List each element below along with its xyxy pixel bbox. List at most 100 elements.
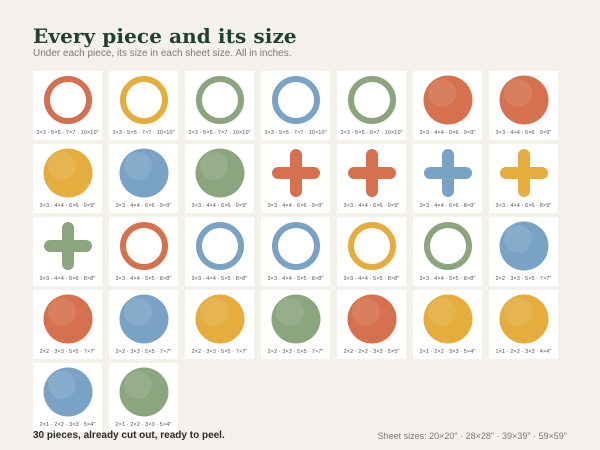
piece-card: 2×1 · 2×2 · 3×3 · 5×4" (413, 290, 482, 359)
piece-size-caption: 2×1 · 2×2 · 3×3 · 5×4" (39, 422, 96, 428)
piece-size-caption: 3×3 · 4×4 · 5×5 · 8×8" (191, 276, 248, 282)
yellow-ring-icon (347, 222, 396, 270)
piece-card: 3×3 · 4×4 · 6×6 · 9×9" (109, 144, 178, 213)
blue-ring-icon (271, 222, 320, 270)
piece-card: 2×2 · 3×3 · 5×5 · 7×7" (33, 290, 102, 359)
green-circle-icon (195, 148, 244, 198)
piece-card: 3×3 · 4×4 · 6×6 · 8×8" (33, 217, 102, 286)
footer-sheet-sizes: Sheet sizes: 20×20" · 28×28" · 39×39" · … (377, 431, 567, 441)
piece-card: 2×2 · 3×3 · 5×5 · 7×7" (489, 217, 558, 286)
yellow-circle-icon (499, 294, 548, 344)
circle-shape (33, 144, 102, 202)
ring-shape (185, 71, 254, 129)
red-plus-icon (347, 149, 396, 197)
circle-shape (109, 144, 178, 202)
ring-shape (185, 217, 254, 275)
piece-card: 3×3 · 4×4 · 6×6 · 9×9" (261, 144, 330, 213)
red-circle-icon (347, 294, 396, 344)
piece-card: 3×3 · 5×5 · 6×7 · 10×10" (337, 71, 406, 140)
blue-plus-icon (423, 149, 472, 197)
red-circle-icon (499, 75, 548, 125)
piece-size-caption: 3×3 · 5×5 · 6×7 · 10×10" (340, 130, 403, 136)
green-plus-icon (43, 222, 92, 270)
piece-grid: 3×3 · 5×5 · 7×7 · 10×10" 3×3 · 5×5 · 7×7 … (33, 71, 558, 432)
piece-size-caption: 3×3 · 4×4 · 6×6 · 9×9" (343, 203, 400, 209)
piece-size-caption: 3×3 · 4×4 · 6×6 · 8×9" (495, 203, 552, 209)
piece-size-caption: 3×3 · 4×4 · 5×5 · 8×8" (343, 276, 400, 282)
piece-card: 2×1 · 2×2 · 3×3 · 5×4" (33, 363, 102, 432)
piece-size-caption: 3×3 · 4×4 · 6×6 · 9×9" (191, 203, 248, 209)
piece-card: 3×3 · 4×4 · 5×5 · 8×8" (413, 217, 482, 286)
piece-card: 2×1 · 2×2 · 3×3 · 5×4" (109, 363, 178, 432)
piece-size-caption: 2×2 · 3×3 · 5×5 · 7×7" (191, 349, 248, 355)
ring-shape (33, 71, 102, 129)
piece-card: 2×2 · 3×3 · 5×5 · 7×7" (261, 290, 330, 359)
red-plus-icon (271, 149, 320, 197)
piece-size-caption: 3×3 · 4×4 · 6×6 · 9×9" (39, 203, 96, 209)
circle-shape (413, 290, 482, 348)
blue-circle-icon (499, 221, 548, 271)
circle-shape (413, 71, 482, 129)
footer-summary: 30 pieces, already cut out, ready to pee… (33, 430, 225, 441)
green-ring-icon (347, 76, 396, 124)
piece-size-caption: 3×3 · 4×4 · 6×6 · 8×9" (419, 203, 476, 209)
ring-shape (109, 217, 178, 275)
piece-size-caption: 3×3 · 4×4 · 6×6 · 9×9" (267, 203, 324, 209)
piece-size-caption: 3×3 · 4×4 · 6×6 · 8×8" (39, 276, 96, 282)
blue-circle-icon (119, 148, 168, 198)
circle-shape (489, 71, 558, 129)
green-circle-icon (119, 367, 168, 417)
piece-size-caption: 3×3 · 4×4 · 6×6 · 9×9" (115, 203, 172, 209)
piece-card: 2×2 · 3×3 · 5×5 · 7×7" (109, 290, 178, 359)
circle-shape (261, 290, 330, 348)
circle-shape (337, 290, 406, 348)
piece-size-caption: 2×1 · 2×2 · 3×3 · 5×4" (115, 422, 172, 428)
piece-size-caption: 2×2 · 3×3 · 5×5 · 7×7" (39, 349, 96, 355)
ring-shape (413, 217, 482, 275)
page-title: Every piece and its size (33, 24, 297, 48)
piece-card: 3×3 · 4×4 · 5×5 · 8×8" (185, 217, 254, 286)
piece-size-caption: 2×2 · 3×3 · 5×5 · 7×7" (495, 276, 552, 282)
circle-shape (185, 144, 254, 202)
green-ring-icon (195, 76, 244, 124)
plus-shape (261, 144, 330, 202)
red-ring-icon (43, 76, 92, 124)
ring-shape (337, 217, 406, 275)
piece-card: 2×2 · 2×2 · 3×3 · 5×5" (337, 290, 406, 359)
piece-card: 3×3 · 5×5 · 7×7 · 10×10" (109, 71, 178, 140)
piece-size-caption: 2×2 · 2×2 · 3×3 · 5×5" (343, 349, 400, 355)
piece-size-caption: 3×3 · 4×4 · 6×6 · 9×9" (419, 130, 476, 136)
piece-card: 3×3 · 4×4 · 6×6 · 8×9" (489, 144, 558, 213)
circle-shape (489, 290, 558, 348)
yellow-circle-icon (195, 294, 244, 344)
piece-card: 3×3 · 4×4 · 6×6 · 8×9" (413, 144, 482, 213)
yellow-circle-icon (423, 294, 472, 344)
plus-shape (33, 217, 102, 275)
piece-card: 3×3 · 4×4 · 6×6 · 9×9" (489, 71, 558, 140)
piece-size-caption: 2×2 · 3×3 · 5×5 · 7×7" (115, 349, 172, 355)
piece-size-caption: 3×3 · 4×4 · 5×5 · 8×8" (115, 276, 172, 282)
blue-ring-icon (195, 222, 244, 270)
piece-size-caption: 3×3 · 5×5 · 7×7 · 10×10" (36, 130, 99, 136)
piece-size-caption: 2×1 · 2×2 · 3×3 · 5×4" (419, 349, 476, 355)
red-circle-icon (43, 294, 92, 344)
yellow-circle-icon (43, 148, 92, 198)
piece-card: 3×3 · 4×4 · 5×5 · 8×8" (261, 217, 330, 286)
plus-shape (413, 144, 482, 202)
ring-shape (109, 71, 178, 129)
piece-card: 3×3 · 4×4 · 6×6 · 9×9" (413, 71, 482, 140)
green-ring-icon (423, 222, 472, 270)
piece-size-caption: 3×3 · 4×4 · 5×5 · 8×8" (419, 276, 476, 282)
piece-card: 3×3 · 4×4 · 6×6 · 9×9" (185, 144, 254, 213)
red-circle-icon (423, 75, 472, 125)
blue-circle-icon (119, 294, 168, 344)
piece-card: 2×2 · 3×3 · 5×5 · 7×7" (185, 290, 254, 359)
green-circle-icon (271, 294, 320, 344)
piece-size-caption: 3×3 · 5×5 · 7×7 · 10×10" (188, 130, 251, 136)
piece-size-caption: 3×3 · 5×5 · 7×7 · 10×10" (112, 130, 175, 136)
circle-shape (109, 290, 178, 348)
circle-shape (109, 363, 178, 421)
piece-card: 1×1 · 2×2 · 3×3 · 4×4" (489, 290, 558, 359)
plus-shape (337, 144, 406, 202)
blue-ring-icon (271, 76, 320, 124)
